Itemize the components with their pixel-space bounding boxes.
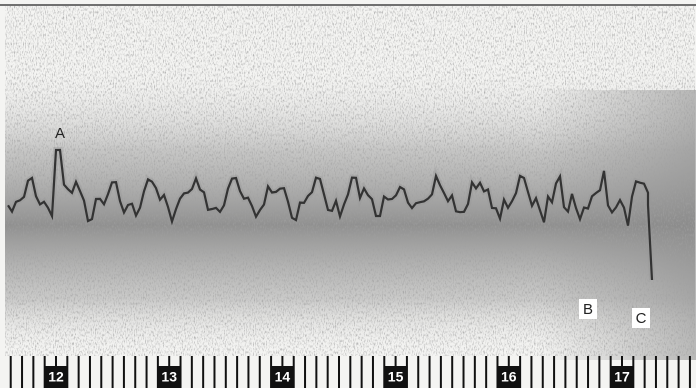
label-box bbox=[579, 299, 597, 319]
speckle bbox=[5, 6, 695, 356]
tick-box bbox=[270, 366, 295, 388]
tick-label: 13 bbox=[161, 369, 177, 385]
tick-label: 14 bbox=[275, 369, 291, 385]
time-axis: 12 13 14 15 16 17 bbox=[9, 356, 691, 388]
trace bbox=[7, 148, 654, 281]
tick-box bbox=[157, 366, 182, 388]
tick-label: 12 bbox=[48, 369, 64, 385]
tick-label: 15 bbox=[388, 369, 404, 385]
marker-label: C bbox=[636, 310, 647, 327]
waveform bbox=[5, 147, 655, 281]
tick-box bbox=[496, 366, 521, 388]
tick-box bbox=[610, 366, 634, 388]
tick-box bbox=[44, 366, 68, 388]
tick-label: 16 bbox=[501, 369, 517, 385]
label-box bbox=[632, 308, 650, 328]
tick-box bbox=[383, 366, 408, 388]
tick-label: 17 bbox=[614, 369, 630, 385]
marker-label: A bbox=[55, 125, 65, 142]
marker-label: B bbox=[583, 301, 593, 318]
